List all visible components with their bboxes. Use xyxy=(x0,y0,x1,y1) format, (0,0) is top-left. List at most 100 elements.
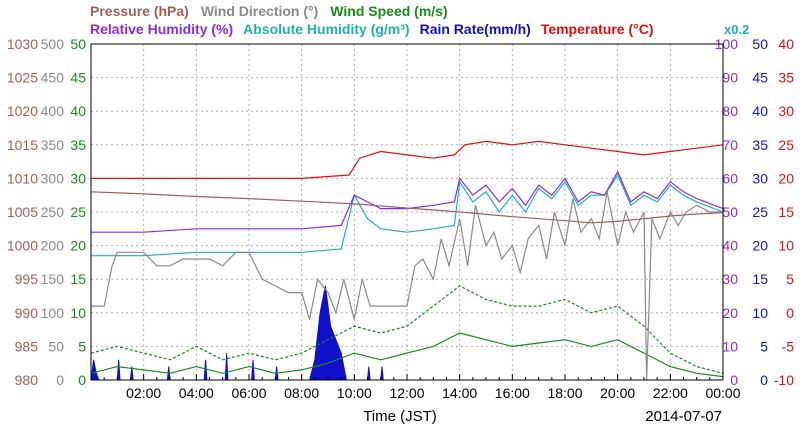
x-axis-label: Time (JST) xyxy=(363,408,437,425)
tick-label-wind_speed: 25 xyxy=(70,204,86,220)
x-tick-label: 08:00 xyxy=(284,385,319,401)
legend-item: Temperature (°C) xyxy=(541,21,654,37)
series-absolute-humidity-g-m xyxy=(91,173,724,257)
tick-label-rh: 80 xyxy=(722,103,738,119)
x-tick-label: 18:00 xyxy=(547,385,582,401)
tick-label-pressure: 1010 xyxy=(7,170,38,186)
tick-label-wind_speed: 50 xyxy=(70,36,86,52)
tick-label-rh: 60 xyxy=(722,170,738,186)
tick-label-rain: 15 xyxy=(752,271,768,287)
tick-label-rain: 45 xyxy=(752,70,768,86)
tick-label-wind_speed: 5 xyxy=(78,338,86,354)
tick-label-wind_speed: 10 xyxy=(70,305,86,321)
tick-label-wind_speed: 20 xyxy=(70,238,86,254)
tick-label-pressure: 1015 xyxy=(7,137,38,153)
tick-label-wind_dir: 200 xyxy=(41,238,65,254)
tick-label-rain: 10 xyxy=(752,305,768,321)
left-axes: 9809859909951000100510101015102010251030… xyxy=(7,36,86,388)
tick-label-wind_speed: 45 xyxy=(70,70,86,86)
tick-label-wind_speed: 30 xyxy=(70,170,86,186)
tick-label-rh: 20 xyxy=(722,305,738,321)
tick-label-temp: 40 xyxy=(778,36,794,52)
tick-label-temp: 25 xyxy=(778,137,794,153)
tick-label-rh: 50 xyxy=(722,204,738,220)
legend-item: Relative Humidity (%) xyxy=(90,21,233,37)
x-tick-label: 14:00 xyxy=(442,385,477,401)
tick-label-rh: 40 xyxy=(722,238,738,254)
legend-item: Rain Rate(mm/h) xyxy=(420,21,531,37)
series-pressure-hpa xyxy=(90,191,724,224)
x-tick-label: 16:00 xyxy=(495,385,530,401)
tick-label-pressure: 980 xyxy=(15,372,39,388)
tick-label-rain: 5 xyxy=(760,338,768,354)
tick-label-temp: 5 xyxy=(786,271,794,287)
tick-label-rh: 10 xyxy=(722,338,738,354)
tick-label-pressure: 1025 xyxy=(7,70,38,86)
tick-label-rain: 30 xyxy=(752,170,768,186)
tick-label-pressure: 1005 xyxy=(7,204,38,220)
x-tick-label: 02:00 xyxy=(126,385,161,401)
tick-label-temp: 0 xyxy=(786,305,794,321)
x-tick-label: 12:00 xyxy=(389,385,424,401)
legend-item: Pressure (hPa) xyxy=(90,3,189,19)
tick-label-wind_dir: 50 xyxy=(48,338,64,354)
series-relative-humidity xyxy=(91,170,724,233)
date-label: 2014-07-07 xyxy=(645,408,722,425)
tick-label-wind_dir: 150 xyxy=(41,271,65,287)
tick-label-temp: 10 xyxy=(778,238,794,254)
tick-label-pressure: 990 xyxy=(15,305,39,321)
tick-label-pressure: 985 xyxy=(15,338,39,354)
legend-item: Wind Speed (m/s) xyxy=(330,3,447,19)
tick-label-rain: 40 xyxy=(752,103,768,119)
tick-label-wind_speed: 35 xyxy=(70,137,86,153)
tick-label-wind_dir: 350 xyxy=(41,137,65,153)
tick-label-rh: 0 xyxy=(730,372,738,388)
tick-label-wind_dir: 100 xyxy=(41,305,65,321)
tick-label-rh: 100 xyxy=(715,36,739,52)
tick-label-pressure: 1000 xyxy=(7,238,38,254)
series-temperature-c xyxy=(91,140,724,179)
x-tick-label: 22:00 xyxy=(653,385,688,401)
tick-label-wind_dir: 400 xyxy=(41,103,65,119)
tick-label-rain: 35 xyxy=(752,137,768,153)
legend-row-2: Relative Humidity (%) Absolute Humidity (… xyxy=(90,21,749,37)
series-wind-speed-m-s xyxy=(90,332,724,378)
tick-label-rh: 70 xyxy=(722,137,738,153)
tick-label-temp: 35 xyxy=(778,70,794,86)
right-axes: 0102030405060708090100051015202530354045… xyxy=(715,36,795,388)
tick-label-temp: -10 xyxy=(774,372,794,388)
tick-label-wind_dir: 500 xyxy=(41,36,65,52)
tick-label-pressure: 1020 xyxy=(7,103,38,119)
legend-item: Wind Direction (°) xyxy=(201,3,318,19)
x-axis-ticks: 02:00 04:00 06:00 08:00 10:00 12:00 14:00 16:00… xyxy=(103,374,741,401)
tick-label-temp: 30 xyxy=(778,103,794,119)
legend-row-1: Pressure (hPa) Wind Direction (°) Wind Spe… xyxy=(90,3,448,19)
tick-label-rain: 20 xyxy=(752,238,768,254)
tick-label-pressure: 1030 xyxy=(7,36,38,52)
series xyxy=(90,140,724,381)
tick-label-temp: -5 xyxy=(782,338,795,354)
tick-label-wind_dir: 450 xyxy=(41,70,65,86)
legend-item: Absolute Humidity (g/m³) xyxy=(243,21,409,37)
series-wind-direction xyxy=(91,191,723,381)
tick-label-rain: 50 xyxy=(752,36,768,52)
tick-label-wind_dir: 0 xyxy=(56,372,64,388)
x-tick-label: 04:00 xyxy=(179,385,214,401)
x-tick-label: 00:00 xyxy=(705,385,740,401)
tick-label-rh: 30 xyxy=(722,271,738,287)
tick-label-wind_speed: 15 xyxy=(70,271,86,287)
x-tick-label: 20:00 xyxy=(600,385,635,401)
tick-label-wind_speed: 40 xyxy=(70,103,86,119)
tick-label-wind_speed: 0 xyxy=(78,372,86,388)
tick-label-rain: 25 xyxy=(752,204,768,220)
tick-label-rh: 90 xyxy=(722,70,738,86)
tick-label-wind_dir: 250 xyxy=(41,204,65,220)
tick-label-wind_dir: 300 xyxy=(41,170,65,186)
x-tick-label: 10:00 xyxy=(337,385,372,401)
tick-label-rain: 0 xyxy=(760,372,768,388)
series-wind-speed-gust-m-s xyxy=(90,285,724,374)
tick-label-temp: 15 xyxy=(778,204,794,220)
tick-label-temp: 20 xyxy=(778,170,794,186)
abs-humidity-factor: x0.2 xyxy=(724,22,749,37)
